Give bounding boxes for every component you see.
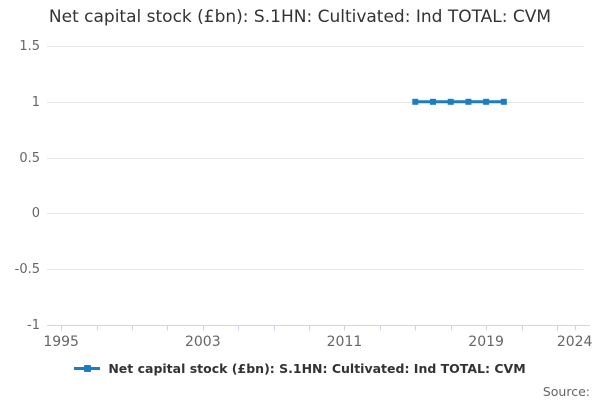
x-axis-tick-label: 2024 — [556, 334, 593, 350]
y-axis-tick-label: 1.5 — [19, 39, 40, 54]
y-axis-tick-label: 0.5 — [19, 150, 40, 166]
x-axis-tick-label: 2003 — [184, 334, 221, 350]
y-axis-tick-label: 1 — [31, 94, 40, 110]
y-axis-tick-label: 0 — [31, 206, 40, 222]
y-axis-tick-label: -1 — [27, 318, 40, 333]
series-point-marker[interactable] — [500, 98, 507, 105]
legend-line-marker-icon — [74, 365, 101, 372]
y-axis-tick-label: -0.5 — [14, 262, 40, 278]
legend: Net capital stock (£bn): S.1HN: Cultivat… — [0, 361, 600, 376]
x-axis-tick-label: 2011 — [326, 334, 363, 350]
series-point-marker[interactable] — [429, 98, 436, 105]
series-point-marker[interactable] — [483, 98, 490, 105]
legend-label: Net capital stock (£bn): S.1HN: Cultivat… — [108, 361, 526, 376]
series-point-marker[interactable] — [465, 98, 472, 105]
legend-item[interactable]: Net capital stock (£bn): S.1HN: Cultivat… — [74, 361, 526, 376]
chart-title: Net capital stock (£bn): S.1HN: Cultivat… — [48, 7, 552, 27]
x-axis-tick-label: 2019 — [468, 334, 504, 350]
source-label: Source: — [542, 384, 590, 399]
series-point-marker[interactable] — [412, 98, 419, 105]
series-point-marker[interactable] — [447, 98, 454, 105]
x-axis-tick-label: 1995 — [43, 334, 79, 350]
legend-dot-icon — [84, 365, 92, 372]
